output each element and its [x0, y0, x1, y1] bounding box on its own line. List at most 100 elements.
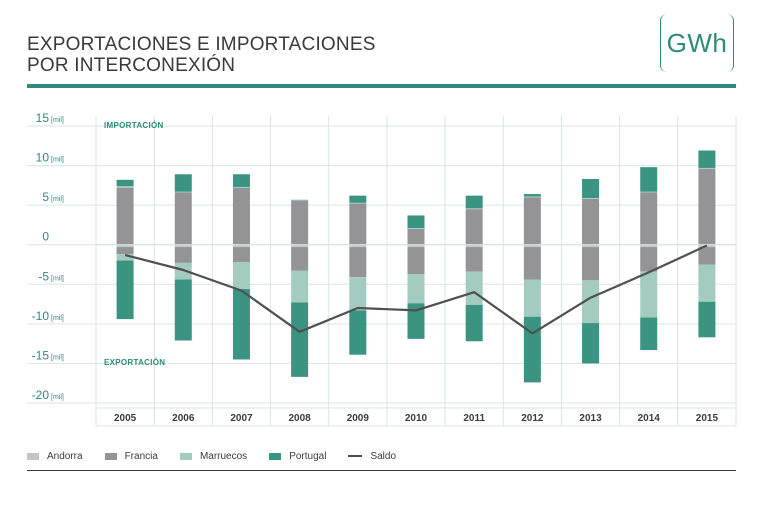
bar-portugal-import-2010: [407, 215, 425, 229]
legend-label-andorra: Andorra: [47, 450, 83, 462]
bar-francia-export-2012: [523, 247, 541, 280]
y-tick-unit-4: [mil]: [51, 275, 64, 282]
legend-item-marruecos: Marruecos: [179, 451, 247, 462]
bar-francia-import-2014: [640, 192, 658, 245]
bar-francia-export-2005: [116, 247, 134, 255]
bar-francia-import-2015: [698, 168, 716, 245]
bar-marruecos-import-2015: [698, 167, 716, 169]
y-tick-label-7: -20: [32, 388, 50, 402]
legend-item-portugal: Portugal: [269, 451, 326, 462]
bar-andorra-export-2014: [640, 244, 658, 248]
bar-portugal-export-2014: [640, 317, 658, 350]
bar-marruecos-import-2006: [174, 191, 192, 193]
legend-label-portugal: Portugal: [289, 450, 327, 462]
bar-andorra-export-2010: [407, 244, 425, 248]
x-tick-label-2007: 2007: [230, 413, 253, 424]
bar-francia-import-2013: [582, 198, 600, 245]
bar-francia-export-2009: [349, 247, 367, 278]
bar-marruecos-export-2008: [291, 270, 309, 303]
bar-francia-export-2008: [291, 247, 309, 271]
x-tick-label-2006: 2006: [172, 413, 195, 424]
bar-francia-export-2014: [640, 247, 658, 272]
bar-marruecos-export-2015: [698, 264, 716, 302]
bar-portugal-import-2006: [174, 174, 192, 192]
x-tick-label-2013: 2013: [579, 413, 602, 424]
bar-portugal-export-2008: [291, 302, 309, 377]
bar-marruecos-export-2010: [407, 273, 425, 304]
bar-andorra-export-2011: [465, 244, 483, 248]
y-tick-unit-5: [mil]: [51, 315, 64, 322]
bar-marruecos-import-2009: [349, 202, 367, 204]
bar-marruecos-export-2006: [174, 262, 192, 280]
bar-francia-import-2005: [116, 187, 134, 245]
bar-portugal-export-2011: [465, 304, 483, 342]
bar-marruecos-import-2007: [232, 186, 250, 188]
legend-label-francia: Francia: [124, 450, 158, 462]
bar-portugal-import-2011: [465, 195, 483, 209]
bar-marruecos-export-2007: [232, 262, 250, 290]
bar-marruecos-import-2012: [523, 196, 541, 198]
annotation-export: EXPORTACIÓN: [104, 358, 165, 367]
legend-swatch-portugal: [269, 452, 282, 460]
title-divider: [27, 84, 736, 88]
y-tick-unit-7: [mil]: [51, 394, 64, 401]
legend-item-francia: Francia: [104, 450, 158, 462]
unit-badge: GWh: [660, 14, 734, 72]
legend-swatch-francia: [104, 452, 117, 460]
y-tick-label-5: -10: [32, 309, 50, 323]
y-tick-label-2: 5: [42, 190, 49, 204]
y-tick-label-0: 15: [36, 111, 50, 125]
bar-francia-import-2006: [174, 192, 192, 245]
bar-marruecos-export-2012: [523, 279, 541, 317]
chart-title: EXPORTACIONES E IMPORTACIONES POR INTERC…: [27, 34, 376, 76]
bar-andorra-export-2008: [291, 244, 309, 248]
legend-swatch-marruecos: [179, 452, 192, 460]
bar-andorra-export-2007: [232, 244, 250, 248]
stacked-bar-chart: 15 [mil]10 [mil]5 [mil]0-5 [mil]-10 [mil]-15[…: [27, 111, 737, 427]
bar-marruecos-export-2014: [640, 271, 658, 318]
bar-portugal-export-2007: [232, 289, 250, 360]
bar-marruecos-import-2005: [116, 186, 134, 188]
line-saldo: [124, 244, 708, 335]
y-tick-unit-6: [mil]: [51, 354, 64, 361]
y-tick-unit-2: [mil]: [51, 196, 64, 203]
x-tick-label-2009: 2009: [347, 413, 370, 424]
unit-badge-label: GWh: [666, 27, 728, 58]
bar-francia-export-2007: [232, 247, 250, 263]
bar-francia-export-2010: [407, 247, 425, 274]
y-tick-label-3: 0: [42, 230, 49, 244]
bar-andorra-export-2013: [582, 244, 600, 248]
y-tick-label-6: -15: [32, 348, 50, 362]
bar-portugal-import-2015: [698, 150, 716, 168]
chart-title-line-1: EXPORTACIONES E IMPORTACIONES: [27, 34, 376, 55]
bar-portugal-export-2015: [698, 301, 716, 338]
bar-francia-import-2007: [232, 187, 250, 245]
bar-portugal-import-2005: [116, 179, 134, 187]
chart-title-line-2: POR INTERCONEXIÓN: [27, 55, 236, 76]
legend-swatch-andorra: [27, 452, 39, 460]
bar-francia-import-2010: [407, 228, 425, 245]
bar-portugal-import-2012: [523, 194, 541, 197]
bottom-divider: [27, 470, 736, 471]
bar-francia-import-2009: [349, 203, 367, 245]
bar-francia-export-2006: [174, 247, 192, 263]
bar-marruecos-import-2008: [291, 199, 309, 201]
bar-marruecos-export-2009: [349, 277, 367, 311]
bar-portugal-export-2010: [407, 303, 425, 339]
x-tick-label-2005: 2005: [114, 413, 137, 424]
x-tick-label-2014: 2014: [638, 413, 661, 424]
bar-andorra-export-2012: [523, 244, 541, 248]
legend-item-andorra: Andorra: [27, 451, 83, 462]
y-tick-label-1: 10: [36, 151, 50, 165]
x-tick-label-2015: 2015: [696, 413, 719, 424]
bar-portugal-export-2006: [174, 279, 192, 341]
bar-portugal-export-2009: [349, 310, 367, 355]
bar-portugal-import-2014: [640, 167, 658, 192]
bar-marruecos-import-2014: [640, 191, 658, 193]
x-tick-label-2008: 2008: [289, 413, 312, 424]
bar-andorra-export-2005: [116, 244, 134, 248]
x-tick-label-2010: 2010: [405, 413, 428, 424]
bar-portugal-import-2013: [582, 179, 600, 199]
bar-marruecos-export-2005: [116, 254, 134, 261]
bar-marruecos-import-2011: [465, 208, 483, 210]
